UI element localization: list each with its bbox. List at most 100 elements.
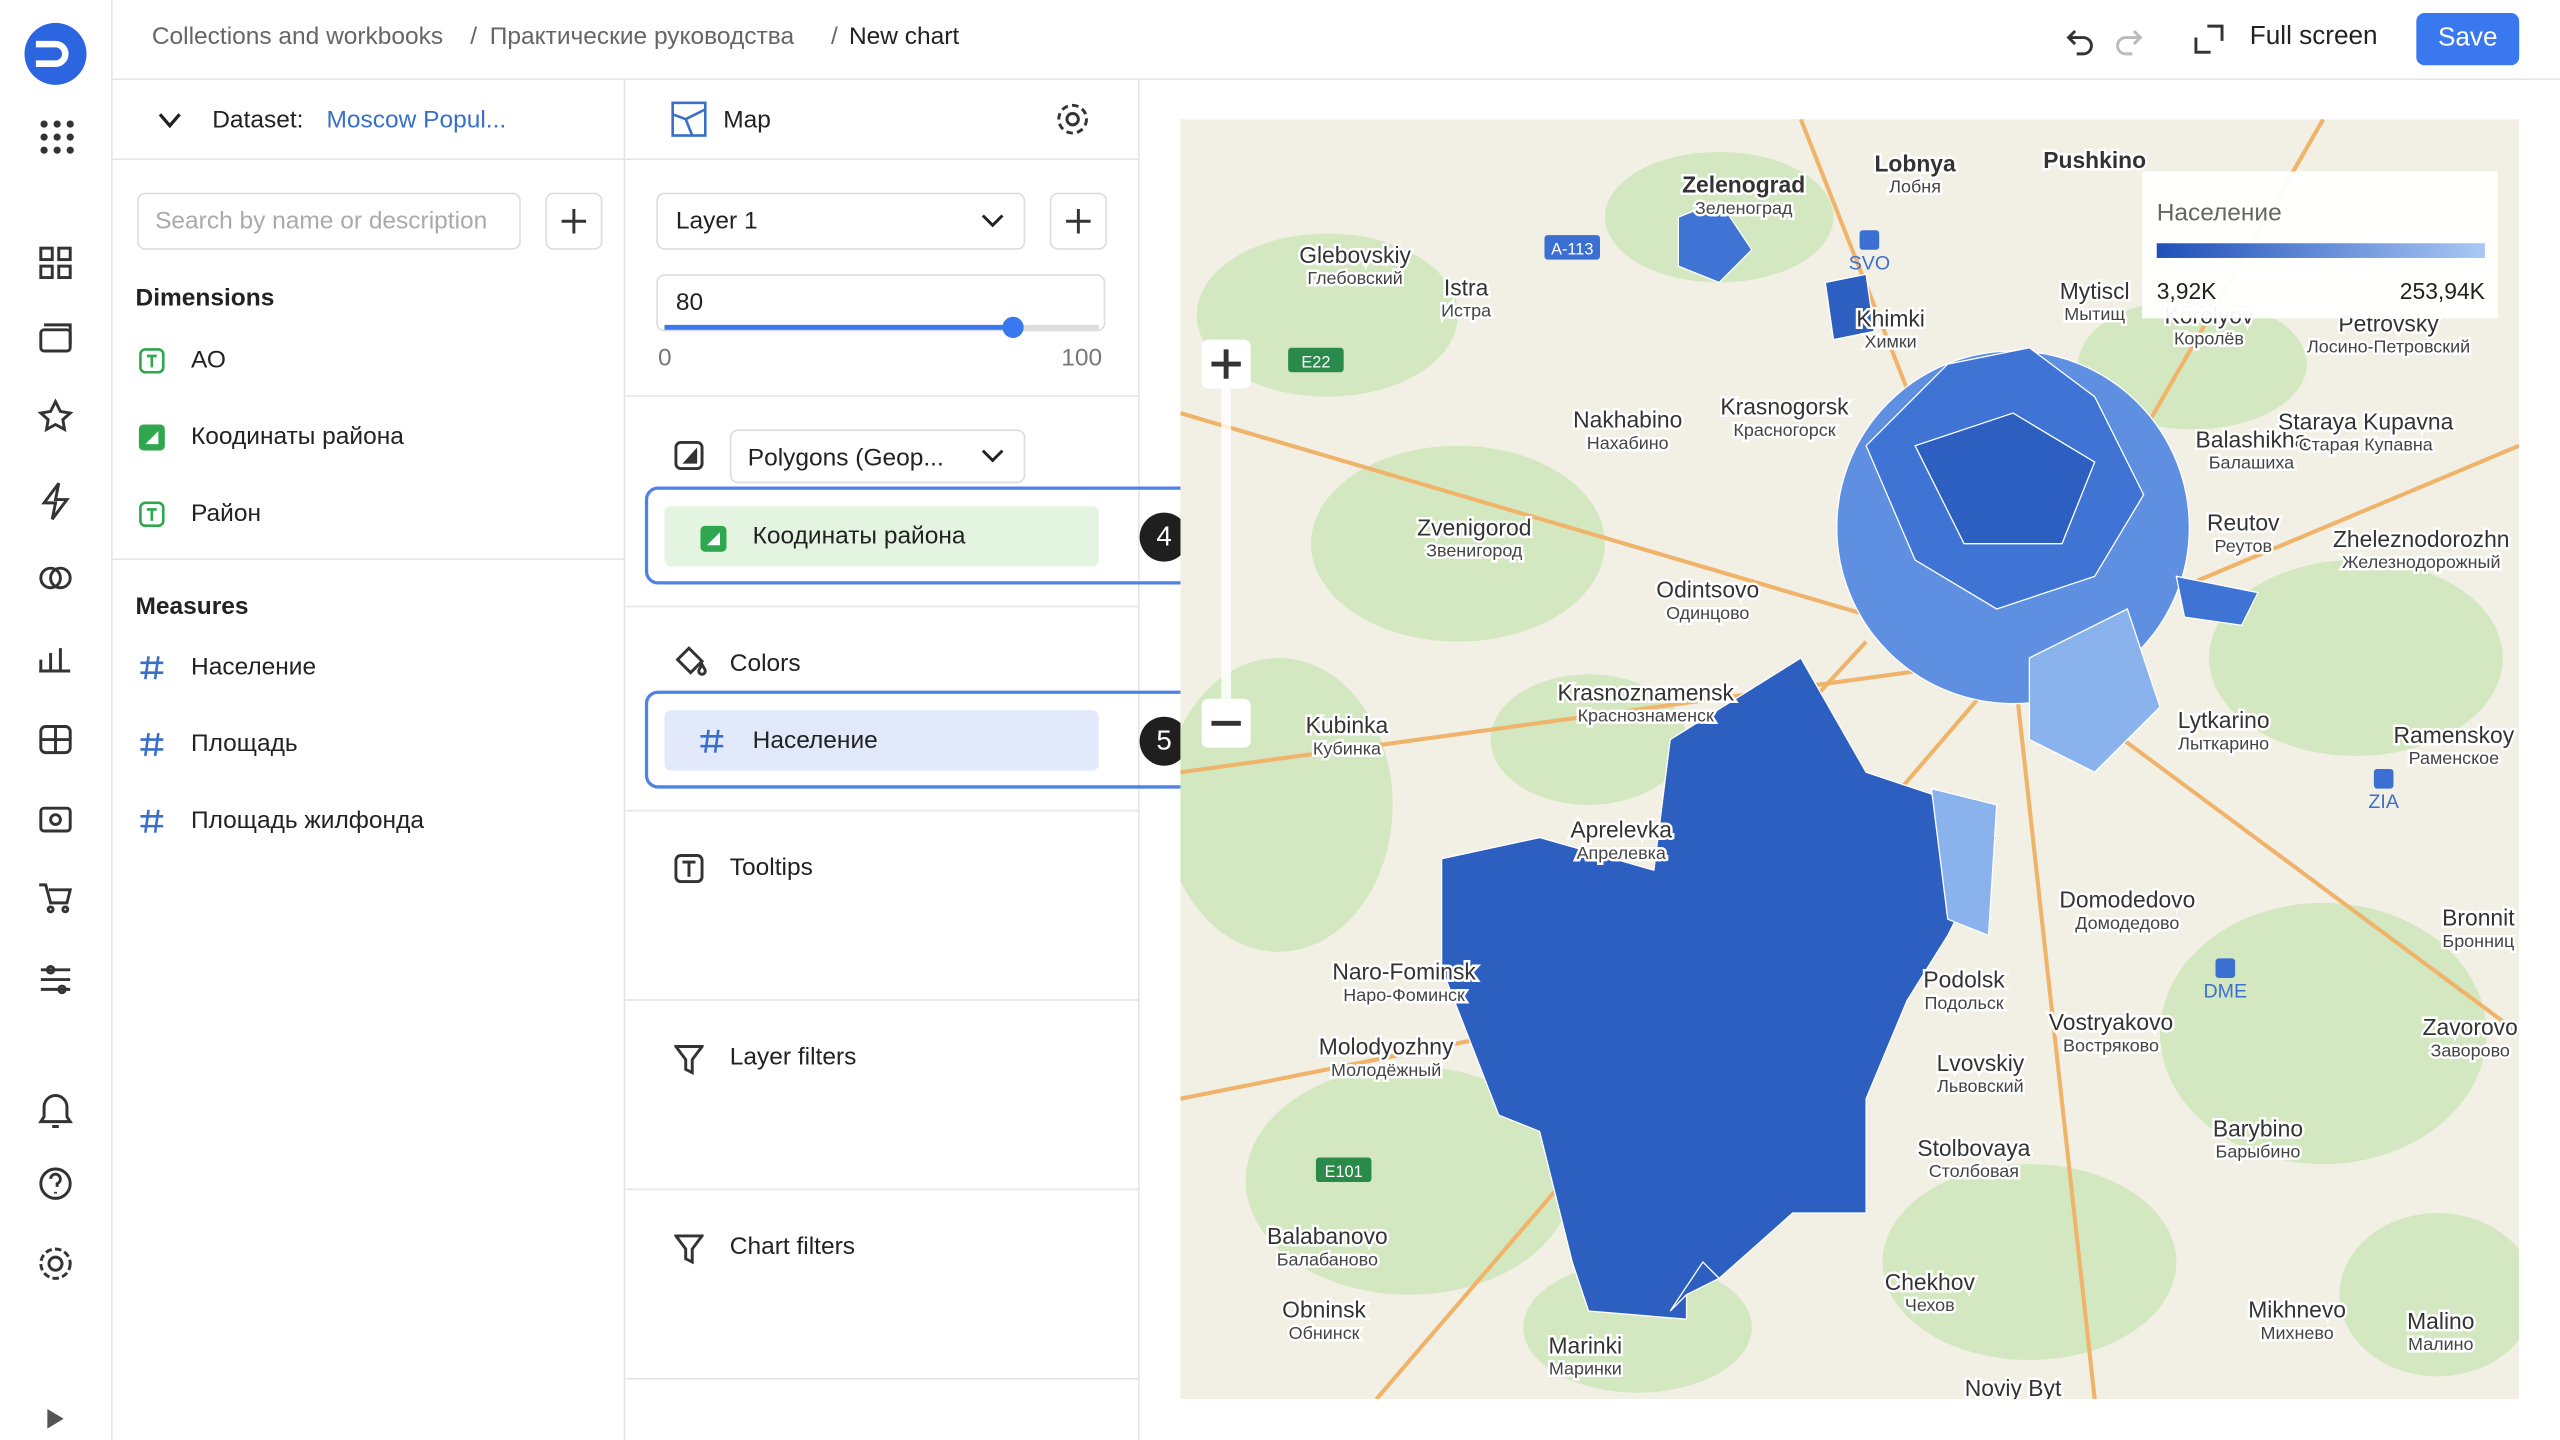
tooltips-title: Tooltips bbox=[729, 853, 813, 882]
field-icon bbox=[139, 501, 165, 534]
zoom-control[interactable] bbox=[1201, 339, 1251, 748]
map-label: Marinki bbox=[1548, 1332, 1622, 1358]
map-sublabel: Глебовский bbox=[1307, 268, 1402, 288]
fullscreen-button[interactable]: Full screen bbox=[2249, 22, 2378, 51]
map-label: Noviy Byt bbox=[1965, 1375, 2062, 1399]
map-sublabel: Краснознаменск bbox=[1578, 706, 1714, 726]
map-label: Mytiscl bbox=[2060, 278, 2130, 304]
map-label: Stolbovaya bbox=[1917, 1135, 2030, 1161]
menu-icon[interactable] bbox=[39, 119, 75, 155]
map-sublabel: Звенигород bbox=[1426, 541, 1523, 561]
divider bbox=[625, 1188, 1138, 1191]
map-label: Reutov bbox=[2207, 510, 2280, 536]
undo-redo[interactable] bbox=[2065, 23, 2163, 56]
map-label: Podolsk bbox=[1923, 967, 2005, 993]
map-sublabel: Лыткарино bbox=[2178, 733, 2269, 753]
expand-icon[interactable] bbox=[46, 1407, 66, 1430]
map-sublabel: Барыбино bbox=[2216, 1142, 2301, 1162]
geometry-type: Polygons (Geop... bbox=[747, 444, 944, 472]
layer-filters-title: Layer filters bbox=[729, 1043, 857, 1072]
map-label: Krasnogorsk bbox=[1720, 394, 1849, 420]
config-panel: Map Layer 1 80 0 100 Polygons (Geop... К… bbox=[625, 79, 1215, 1440]
measure-field[interactable]: Площадь bbox=[191, 729, 298, 758]
divider bbox=[112, 158, 624, 160]
slider-max: 100 bbox=[1061, 344, 1103, 373]
map-sublabel: Раменское bbox=[2409, 748, 2500, 768]
breadcrumb[interactable]: Практические руководства bbox=[489, 22, 795, 51]
add-layer-button[interactable] bbox=[1049, 192, 1107, 250]
geometry-select[interactable]: Polygons (Geop... bbox=[729, 429, 1026, 484]
map-label: Balashikha bbox=[2196, 426, 2308, 452]
road-shield bbox=[1544, 235, 1600, 260]
save-button[interactable]: Save bbox=[2416, 13, 2520, 66]
map-sublabel: Одинцово bbox=[1666, 603, 1749, 623]
map-sublabel: Востряково bbox=[2063, 1035, 2159, 1055]
dimension-field[interactable]: Коодинаты района bbox=[191, 422, 404, 451]
map-sublabel: Михнево bbox=[2261, 1323, 2334, 1343]
map-label: Glebovskiy bbox=[1299, 242, 1411, 268]
field-icon bbox=[139, 808, 165, 841]
divider bbox=[625, 809, 1138, 812]
map-label: Zavorovo bbox=[2423, 1014, 2518, 1040]
map-label: Obninsk bbox=[1282, 1297, 1366, 1323]
map-sublabel: Лобня bbox=[1889, 177, 1941, 197]
map-sublabel: Наро-Фоминск bbox=[1343, 985, 1465, 1005]
map-label: Kubinka bbox=[1306, 712, 1389, 738]
polygons bbox=[1440, 200, 2259, 1320]
map-label: Nakhabino bbox=[1573, 407, 1682, 433]
dimension-field[interactable]: АО bbox=[191, 346, 226, 374]
legend: Население 3,92K 253,94K bbox=[2142, 171, 2498, 319]
legend-min: 3,92K bbox=[2157, 278, 2217, 304]
add-field-button[interactable] bbox=[545, 192, 603, 250]
header: Collections and workbooks / Практические… bbox=[112, 0, 2560, 80]
field-icon bbox=[139, 655, 165, 688]
logo[interactable] bbox=[23, 21, 88, 86]
map-sublabel: Красногорск bbox=[1733, 420, 1835, 440]
layer-select[interactable]: Layer 1 bbox=[656, 192, 1026, 250]
dimension-field[interactable]: Район bbox=[191, 499, 261, 528]
measure-field[interactable]: Площадь жилфонда bbox=[191, 806, 425, 835]
forest-areas bbox=[1180, 151, 2520, 1393]
measures-title: Measures bbox=[135, 592, 249, 621]
map-sublabel: Чехов bbox=[1905, 1295, 1955, 1315]
layer-name: Layer 1 bbox=[675, 207, 758, 236]
map-label: Malino bbox=[2407, 1308, 2474, 1334]
collapse-icon[interactable] bbox=[157, 111, 183, 131]
opacity-input[interactable]: 80 bbox=[656, 274, 1106, 332]
map-sublabel: Заворово bbox=[2431, 1040, 2510, 1060]
road-shield-label: E101 bbox=[1325, 1163, 1363, 1181]
search-input[interactable]: Search by name or description bbox=[137, 192, 521, 250]
fullscreen-icon[interactable] bbox=[2194, 24, 2224, 54]
tooltips-icon bbox=[674, 854, 704, 884]
color-field-name: Население bbox=[752, 726, 878, 755]
field-icon bbox=[138, 424, 165, 457]
map-sublabel: Апрелевка bbox=[1577, 843, 1666, 863]
map-sublabel: Маринки bbox=[1549, 1359, 1622, 1379]
slider-handle[interactable] bbox=[1002, 316, 1024, 338]
map-sublabel: Зеленоград bbox=[1695, 198, 1793, 218]
opacity-value: 80 bbox=[675, 288, 704, 317]
dataset-name[interactable]: Moscow Popul... bbox=[326, 106, 507, 134]
legend-gradient bbox=[2156, 243, 2485, 258]
map-sublabel: Обнинск bbox=[1289, 1323, 1360, 1343]
map-label: Odintsovo bbox=[1656, 577, 1759, 603]
geometry-field[interactable]: Коодинаты района bbox=[664, 506, 1099, 567]
visualization-name[interactable]: Map bbox=[723, 106, 771, 134]
bottom-icons[interactable] bbox=[0, 1078, 111, 1290]
breadcrumb-separator: / bbox=[470, 22, 478, 51]
map-sublabel: Подольск bbox=[1924, 993, 2003, 1013]
map-sublabel: Королёв bbox=[2174, 328, 2244, 348]
nav-icons[interactable] bbox=[0, 229, 111, 1013]
color-field[interactable]: Население bbox=[664, 710, 1099, 771]
map-sublabel: Химки bbox=[1865, 332, 1917, 352]
measure-field[interactable]: Население bbox=[191, 653, 317, 681]
settings-icon[interactable] bbox=[1055, 101, 1091, 137]
breadcrumb[interactable]: Collections and workbooks bbox=[151, 22, 444, 51]
map-label: Molodyozhny bbox=[1319, 1034, 1454, 1060]
divider bbox=[112, 558, 624, 560]
road-shield-label: A-113 bbox=[1551, 241, 1593, 259]
map-label: Domodedovo bbox=[2059, 887, 2195, 913]
